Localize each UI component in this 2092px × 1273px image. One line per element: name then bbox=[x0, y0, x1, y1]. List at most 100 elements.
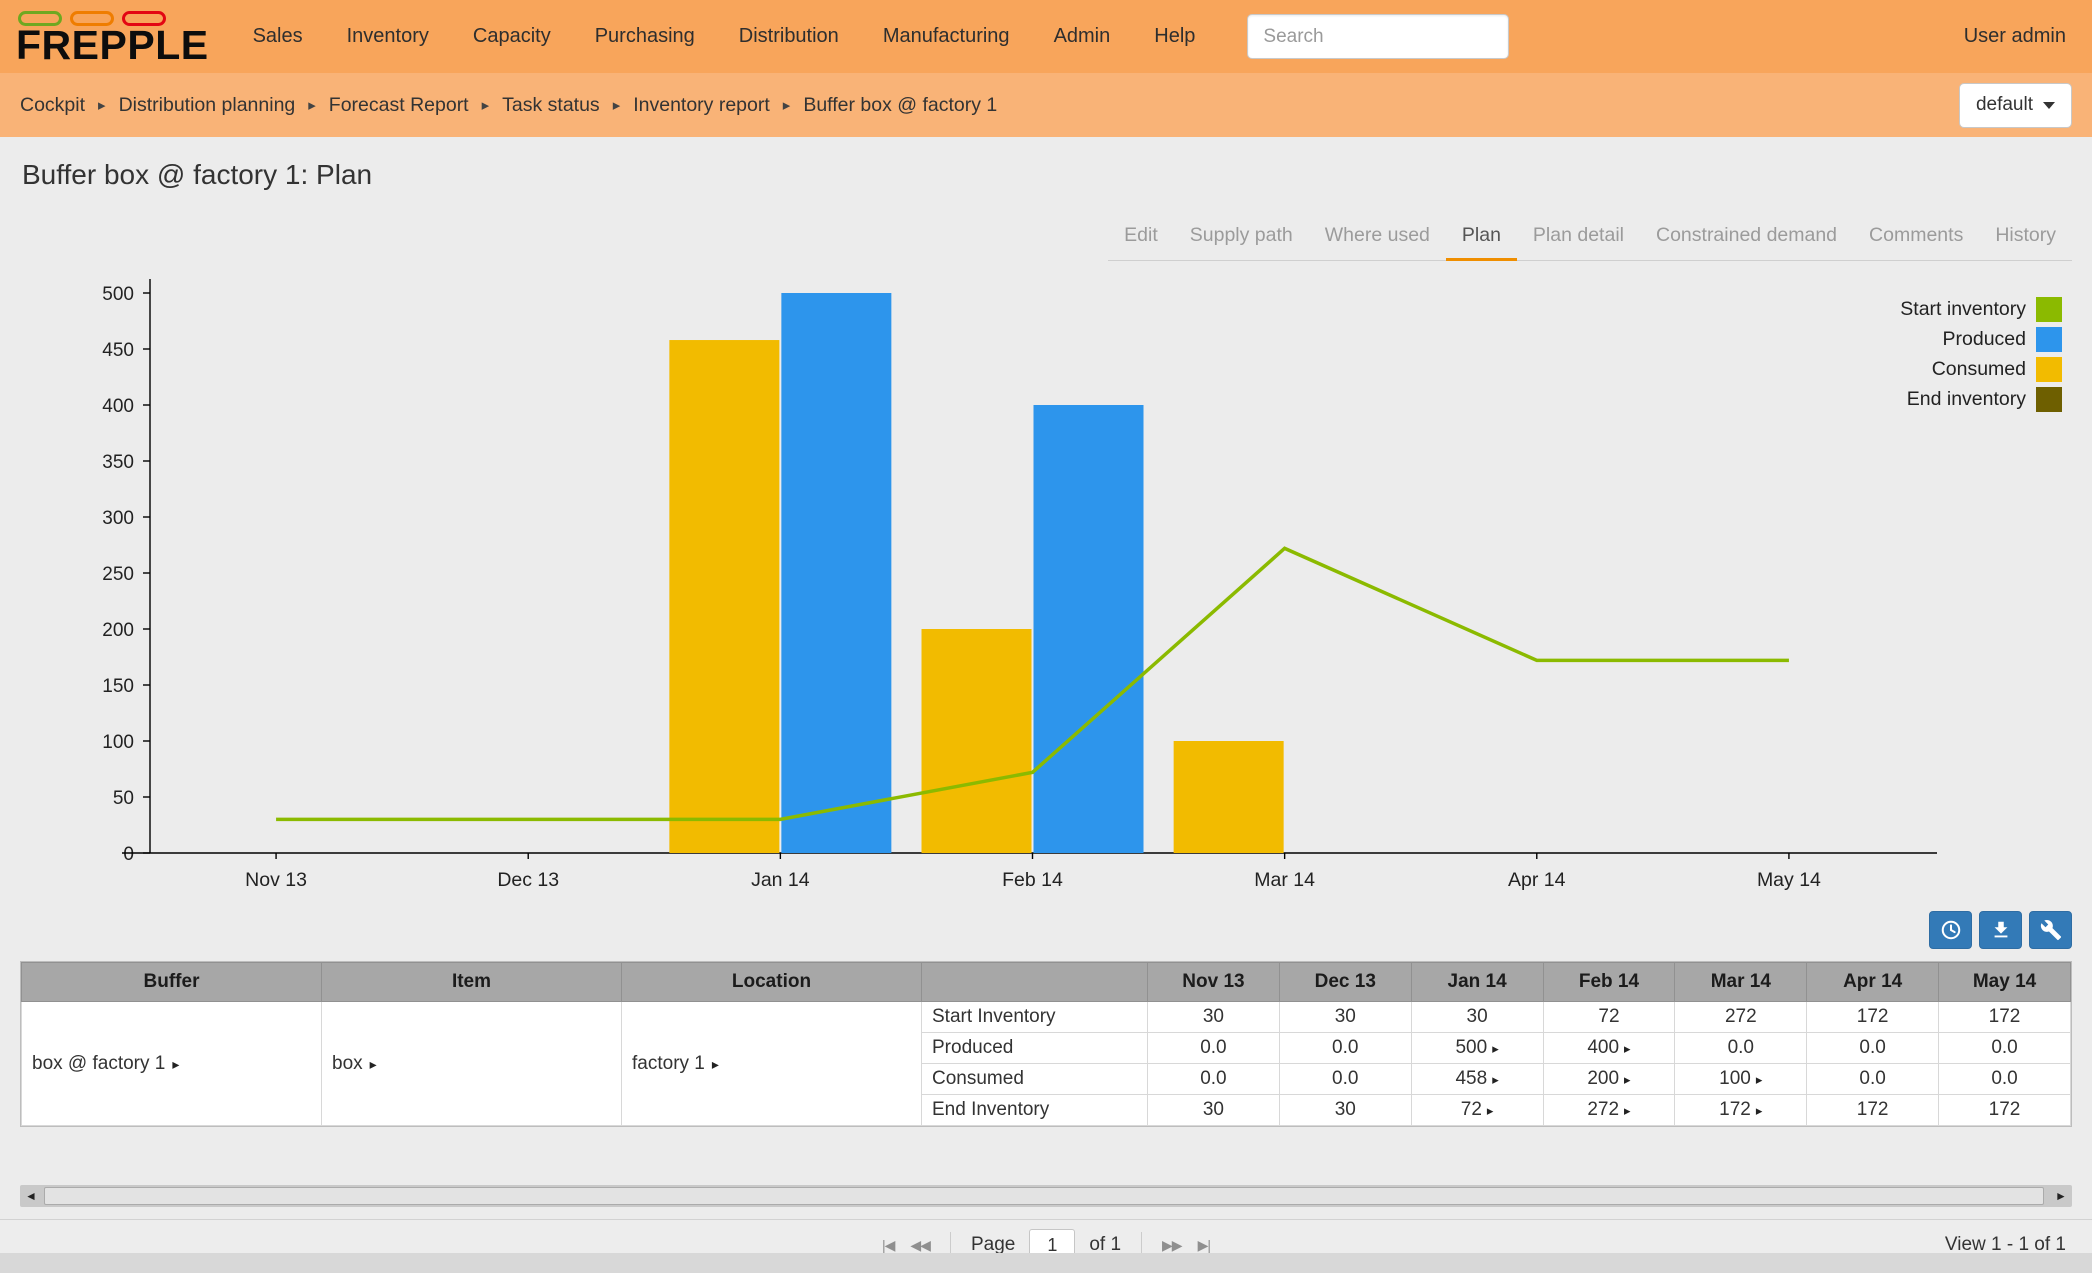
frepple-logo[interactable]: FREPPLE bbox=[16, 8, 209, 65]
breadcrumb-link[interactable]: Task status bbox=[502, 93, 600, 116]
pager-separator bbox=[949, 1232, 951, 1258]
drill-down-icon[interactable]: ▸ bbox=[1755, 1072, 1763, 1087]
legend-item[interactable]: Consumed bbox=[1900, 357, 2062, 382]
column-header[interactable]: Dec 13 bbox=[1278, 962, 1412, 1002]
legend-label: Start inventory bbox=[1900, 298, 2026, 320]
breadcrumb-link[interactable]: Forecast Report bbox=[328, 93, 469, 116]
value-cell: 0.0 bbox=[1674, 1032, 1808, 1064]
legend-label: Consumed bbox=[1931, 358, 2026, 380]
context-menu-icon[interactable]: ▸ bbox=[172, 1055, 180, 1072]
grid-body: box @ factory 1 ▸ box ▸ factory 1 ▸ Start Inve… bbox=[21, 1001, 2071, 1126]
nav-item-admin[interactable]: Admin bbox=[1053, 25, 1111, 47]
value-cell: 30 bbox=[1147, 1094, 1280, 1126]
nav-item-capacity[interactable]: Capacity bbox=[472, 25, 551, 47]
column-header[interactable]: Jan 14 bbox=[1410, 962, 1544, 1002]
drill-down-icon[interactable]: ▸ bbox=[1492, 1072, 1499, 1087]
chevron-down-icon bbox=[2043, 101, 2055, 109]
view-selector-button[interactable]: default bbox=[1958, 82, 2072, 128]
breadcrumb-link[interactable]: Distribution planning bbox=[118, 93, 296, 116]
legend-label: End inventory bbox=[1906, 388, 2026, 410]
table-row: box @ factory 1 ▸ box ▸ factory 1 ▸ Start Inve… bbox=[21, 1001, 2071, 1126]
location-cell: factory 1 ▸ bbox=[621, 1001, 922, 1126]
last-page-icon[interactable]: ▶| bbox=[1197, 1236, 1211, 1253]
cell-value: 0.0 bbox=[1332, 1068, 1359, 1089]
cell-value: 30 bbox=[1334, 1099, 1356, 1120]
column-header[interactable]: Item bbox=[321, 962, 622, 1002]
context-menu-icon[interactable]: ▸ bbox=[369, 1055, 377, 1072]
chart-toolbar bbox=[20, 911, 2072, 949]
breadcrumb-separator-icon: ▸ bbox=[481, 97, 490, 114]
column-header[interactable]: May 14 bbox=[1938, 962, 2071, 1002]
drill-down-icon[interactable]: ▸ bbox=[1624, 1072, 1631, 1087]
legend-item[interactable]: Start inventory bbox=[1900, 297, 2062, 322]
value-cell: 172 ▸ bbox=[1674, 1094, 1808, 1126]
nav-item-purchasing[interactable]: Purchasing bbox=[594, 25, 695, 47]
search-input[interactable] bbox=[1247, 14, 1510, 59]
user-menu[interactable]: User admin bbox=[1963, 25, 2066, 47]
value-cell: 30 bbox=[1278, 1094, 1412, 1126]
buffer-cell-link[interactable]: box @ factory 1 bbox=[32, 1052, 166, 1074]
tab-supply-path[interactable]: Supply path bbox=[1189, 224, 1293, 246]
nav-item-distribution[interactable]: Distribution bbox=[738, 25, 839, 47]
column-header[interactable]: Buffer bbox=[21, 962, 322, 1002]
item-cell-link[interactable]: box bbox=[332, 1052, 363, 1074]
column-header[interactable]: Nov 13 bbox=[1147, 962, 1280, 1002]
breadcrumb-link[interactable]: Cockpit bbox=[20, 93, 86, 116]
legend-item[interactable]: Produced bbox=[1900, 327, 2062, 352]
tab-comments[interactable]: Comments bbox=[1869, 224, 1964, 246]
drill-down-icon[interactable]: ▸ bbox=[1755, 1103, 1763, 1118]
svg-text:0: 0 bbox=[123, 844, 134, 865]
first-page-icon[interactable]: |◀ bbox=[882, 1236, 895, 1253]
cell-value: 0.0 bbox=[1332, 1037, 1359, 1058]
nav-item-inventory[interactable]: Inventory bbox=[346, 25, 429, 47]
scroll-right-icon[interactable]: ► bbox=[2055, 1189, 2067, 1203]
time-buckets-button[interactable] bbox=[1929, 911, 1972, 949]
tab-plan-detail[interactable]: Plan detail bbox=[1532, 224, 1624, 246]
previous-page-icon[interactable]: ◀◀ bbox=[910, 1236, 931, 1253]
column-header[interactable]: Feb 14 bbox=[1542, 962, 1676, 1002]
page-label: Page bbox=[970, 1234, 1016, 1255]
value-cell: 458 ▸ bbox=[1410, 1063, 1544, 1095]
drill-down-icon[interactable]: ▸ bbox=[1624, 1103, 1631, 1118]
location-cell-link[interactable]: factory 1 bbox=[632, 1052, 705, 1074]
logo-text: FREPPLE bbox=[16, 22, 209, 69]
drill-down-icon[interactable]: ▸ bbox=[1492, 1041, 1499, 1056]
next-page-icon[interactable]: ▶▶ bbox=[1162, 1236, 1183, 1253]
cell-value: 0.0 bbox=[1859, 1037, 1886, 1058]
download-button[interactable] bbox=[1979, 911, 2022, 949]
column-header[interactable]: Apr 14 bbox=[1806, 962, 1940, 1002]
drill-down-icon[interactable]: ▸ bbox=[1624, 1041, 1631, 1056]
value-cell: 72 ▸ bbox=[1410, 1094, 1544, 1126]
logo-pill-green-icon bbox=[18, 11, 62, 27]
settings-button[interactable] bbox=[2029, 911, 2072, 949]
column-header[interactable]: Mar 14 bbox=[1674, 962, 1808, 1002]
value-cell: 30 bbox=[1278, 1001, 1412, 1033]
column-header[interactable] bbox=[921, 962, 1148, 1002]
chart-region: 0 50 100 150 200 250 300 350 400 450 500 Nov 13 Dec … bbox=[20, 261, 2072, 901]
tab-history[interactable]: History bbox=[1995, 224, 2056, 246]
value-cell: 500 ▸ bbox=[1410, 1032, 1544, 1064]
cell-value: 0.0 bbox=[1991, 1068, 2018, 1089]
legend-swatch bbox=[2036, 327, 2062, 352]
tab-constrained-demand[interactable]: Constrained demand bbox=[1656, 224, 1838, 246]
context-menu-icon[interactable]: ▸ bbox=[711, 1055, 719, 1072]
drill-down-icon[interactable]: ▸ bbox=[1486, 1103, 1494, 1118]
nav-item-help[interactable]: Help bbox=[1154, 25, 1196, 47]
tab-where-used[interactable]: Where used bbox=[1324, 224, 1430, 246]
breadcrumb-link[interactable]: Inventory report bbox=[633, 93, 770, 116]
column-header[interactable]: Location bbox=[621, 962, 922, 1002]
cell-value: 30 bbox=[1466, 1006, 1488, 1027]
value-cell: 0.0 bbox=[1806, 1032, 1940, 1064]
page-title: Buffer box @ factory 1: Plan bbox=[22, 159, 373, 190]
legend-item[interactable]: End inventory bbox=[1900, 387, 2062, 412]
nav-item-sales[interactable]: Sales bbox=[252, 25, 303, 47]
horizontal-scrollbar[interactable]: ◄ ► bbox=[20, 1185, 2072, 1207]
tab-plan[interactable]: Plan bbox=[1445, 211, 1517, 261]
scroll-left-icon[interactable]: ◄ bbox=[25, 1189, 37, 1203]
nav-item-manufacturing[interactable]: Manufacturing bbox=[882, 25, 1010, 47]
svg-text:450: 450 bbox=[102, 340, 134, 361]
breadcrumb-link[interactable]: Buffer box @ factory 1 bbox=[803, 93, 998, 116]
scrollbar-thumb[interactable] bbox=[44, 1187, 2044, 1205]
tab-edit[interactable]: Edit bbox=[1124, 224, 1158, 246]
cell-value: 30 bbox=[1202, 1099, 1224, 1120]
